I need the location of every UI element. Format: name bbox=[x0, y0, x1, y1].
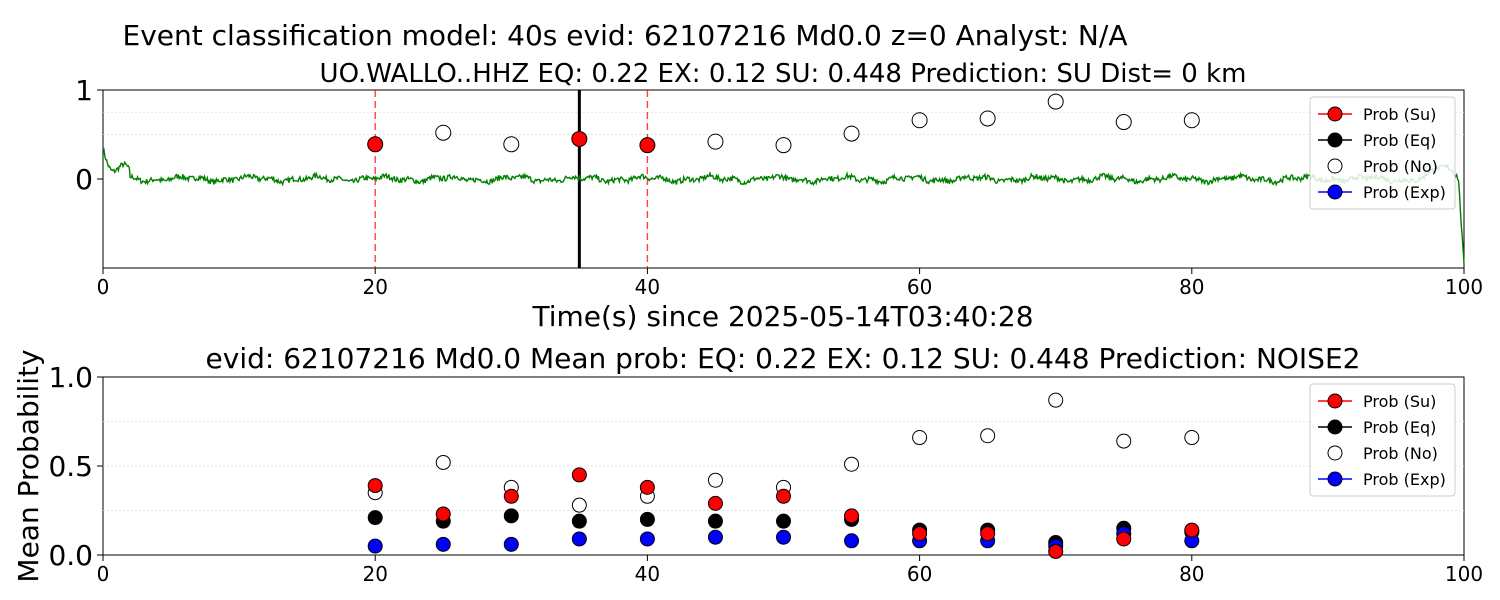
mean-point-prob-no bbox=[980, 428, 996, 444]
mean-point-prob-su bbox=[912, 526, 928, 542]
mean-point-prob-su bbox=[707, 495, 723, 511]
point-prob-no bbox=[843, 125, 860, 142]
y-tick-label: 0.5 bbox=[48, 450, 93, 483]
x-tick-label: 60 bbox=[907, 562, 932, 586]
legend-label: Prob (Eq) bbox=[1363, 131, 1436, 150]
x-tick-label: 0 bbox=[97, 562, 110, 586]
mean-point-prob-su bbox=[844, 508, 860, 524]
mean-point-prob-exp bbox=[844, 533, 860, 549]
mean-point-prob-no bbox=[912, 430, 928, 446]
mean-point-prob-eq bbox=[776, 513, 791, 529]
x-tick-label: 60 bbox=[907, 275, 932, 299]
mean-point-prob-su bbox=[776, 488, 791, 504]
point-prob-su bbox=[367, 136, 384, 153]
mean-point-prob-su bbox=[1184, 522, 1200, 538]
x-tick-label: 80 bbox=[1179, 275, 1204, 299]
top-legend: Prob (Su) Prob (Eq) Prob (No) Prob (Exp) bbox=[1309, 96, 1456, 210]
point-prob-no bbox=[775, 137, 792, 154]
legend-marker-prob-no bbox=[1327, 158, 1343, 174]
mean-point-prob-su bbox=[367, 478, 383, 494]
point-prob-no bbox=[1183, 112, 1200, 129]
mean-point-prob-no bbox=[844, 456, 860, 472]
x-tick-label: 0 bbox=[97, 275, 110, 299]
point-prob-no bbox=[1115, 114, 1132, 131]
legend-label: Prob (Su) bbox=[1363, 392, 1436, 411]
x-tick-label: 40 bbox=[635, 275, 660, 299]
y-tick-label: 0.0 bbox=[48, 539, 93, 572]
mean-point-prob-exp bbox=[503, 536, 519, 552]
legend-marker-prob-eq bbox=[1327, 132, 1343, 148]
mean-point-prob-no bbox=[571, 497, 587, 513]
y-tick-label: 1.0 bbox=[48, 361, 93, 394]
legend-box bbox=[1309, 383, 1456, 497]
mean-point-prob-no bbox=[1048, 392, 1064, 408]
mean-point-prob-su bbox=[1048, 543, 1064, 559]
mean-point-prob-eq bbox=[707, 513, 723, 529]
point-prob-su bbox=[639, 137, 656, 154]
mean-point-prob-eq bbox=[571, 513, 587, 529]
mean-point-prob-su bbox=[503, 488, 519, 504]
x-tick-label: 100 bbox=[1445, 275, 1483, 299]
mean-point-prob-no bbox=[435, 454, 451, 470]
point-prob-no bbox=[1047, 93, 1064, 110]
top-panel: 0 20 40 60 80 100 1 0 bbox=[75, 74, 1483, 299]
legend-label: Prob (No) bbox=[1363, 157, 1438, 176]
top-chart-subtitle: UO.WALLO..HHZ EQ: 0.22 EX: 0.12 SU: 0.44… bbox=[320, 59, 1247, 89]
mean-point-prob-exp bbox=[367, 538, 383, 554]
mean-point-prob-exp bbox=[639, 531, 655, 547]
legend-marker-prob-no bbox=[1327, 445, 1343, 461]
bottom-y-axis-label: Mean Probability bbox=[12, 349, 45, 582]
mean-point-prob-no bbox=[1184, 430, 1200, 446]
legend-label: Prob (Su) bbox=[1363, 105, 1436, 124]
mean-point-prob-eq bbox=[367, 510, 383, 526]
x-tick-label: 20 bbox=[362, 275, 387, 299]
mean-point-prob-su bbox=[435, 506, 451, 522]
point-prob-no bbox=[979, 110, 996, 127]
y-tick-label: 0 bbox=[75, 163, 93, 196]
mean-point-prob-exp bbox=[571, 531, 587, 547]
point-prob-no bbox=[503, 136, 520, 153]
waveform-trace bbox=[102, 147, 1465, 264]
mean-point-prob-su bbox=[1116, 531, 1132, 547]
x-tick-label: 100 bbox=[1445, 562, 1483, 586]
mean-point-prob-exp bbox=[707, 529, 723, 545]
x-tick-label: 40 bbox=[635, 562, 660, 586]
mean-point-prob-su bbox=[639, 479, 655, 495]
mean-point-prob-eq bbox=[639, 511, 655, 527]
legend-label: Prob (Eq) bbox=[1363, 418, 1436, 437]
top-x-axis-label: Time(s) since 2025-05-14T03:40:28 bbox=[531, 300, 1033, 333]
mean-point-prob-su bbox=[980, 526, 996, 542]
legend-marker-prob-su bbox=[1327, 106, 1343, 122]
point-prob-no bbox=[435, 124, 452, 141]
bottom-panel: 0 20 40 60 80 100 1.0 0.5 0.0 bbox=[48, 361, 1483, 586]
x-tick-label: 80 bbox=[1179, 562, 1204, 586]
mean-point-prob-su bbox=[571, 467, 587, 483]
mean-point-prob-no bbox=[707, 472, 723, 488]
legend-label: Prob (Exp) bbox=[1363, 470, 1446, 489]
mean-point-prob-exp bbox=[776, 529, 791, 545]
legend-label: Prob (Exp) bbox=[1363, 183, 1446, 202]
legend-marker-prob-eq bbox=[1327, 419, 1343, 435]
mean-point-prob-no bbox=[1116, 433, 1132, 449]
x-tick-label: 20 bbox=[362, 562, 387, 586]
point-prob-no bbox=[707, 133, 724, 150]
point-prob-su bbox=[571, 130, 588, 147]
mean-point-prob-eq bbox=[503, 508, 519, 524]
bottom-chart-title: evid: 62107216 Md0.0 Mean prob: EQ: 0.22… bbox=[206, 342, 1361, 375]
legend-marker-prob-exp bbox=[1327, 471, 1343, 487]
top-chart-title: Event classification model: 40s evid: 62… bbox=[123, 19, 1128, 52]
legend-marker-prob-su bbox=[1327, 393, 1343, 409]
bottom-legend: Prob (Su) Prob (Eq) Prob (No) Prob (Exp) bbox=[1309, 383, 1456, 497]
point-prob-no bbox=[911, 112, 928, 129]
y-tick-label: 1 bbox=[75, 74, 93, 107]
legend-marker-prob-exp bbox=[1327, 184, 1343, 200]
legend-box bbox=[1309, 96, 1456, 210]
legend-label: Prob (No) bbox=[1363, 444, 1438, 463]
mean-point-prob-exp bbox=[435, 536, 451, 552]
